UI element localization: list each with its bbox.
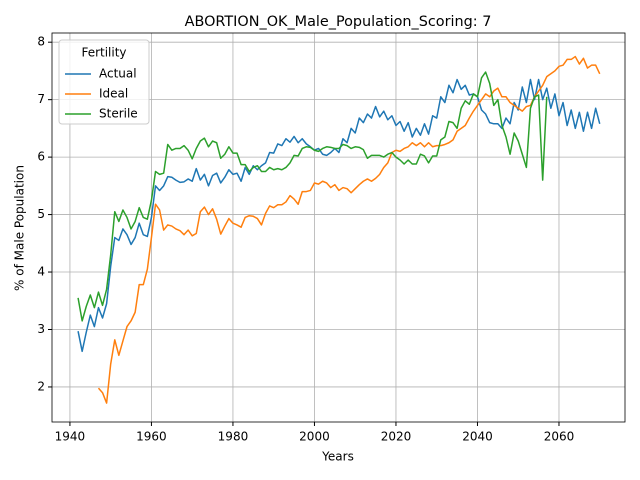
x-tick-label: 1940 [55,430,86,444]
x-tick-label: 2020 [381,430,412,444]
y-tick-label: 7 [37,92,45,106]
y-tick-label: 4 [37,265,45,279]
y-tick-label: 5 [37,207,45,221]
x-tick-label: 2060 [544,430,575,444]
x-tick-label: 2040 [462,430,493,444]
data-line [97,55,601,404]
y-tick-label: 2 [37,379,45,393]
x-axis-label: Years [321,450,354,464]
chart-title: ABORTION_OK_Male_Population_Scoring: 7 [185,14,492,30]
legend-label: Actual [99,67,137,81]
y-tick-label: 6 [37,150,45,164]
x-tick-label: 1980 [218,430,249,444]
legend-box [58,39,150,125]
x-tick-label: 1960 [136,430,167,444]
data-line [77,78,601,353]
legend-label: Sterile [99,107,138,121]
legend-label: Ideal [99,87,128,101]
axes-frame [51,32,626,423]
x-tick-label: 2000 [299,430,330,444]
y-tick-label: 3 [37,322,45,336]
y-tick-label: 8 [37,35,45,49]
legend-title: Fertility [81,46,126,60]
y-axis-label: % of Male Population [13,165,27,291]
data-line [77,71,548,322]
